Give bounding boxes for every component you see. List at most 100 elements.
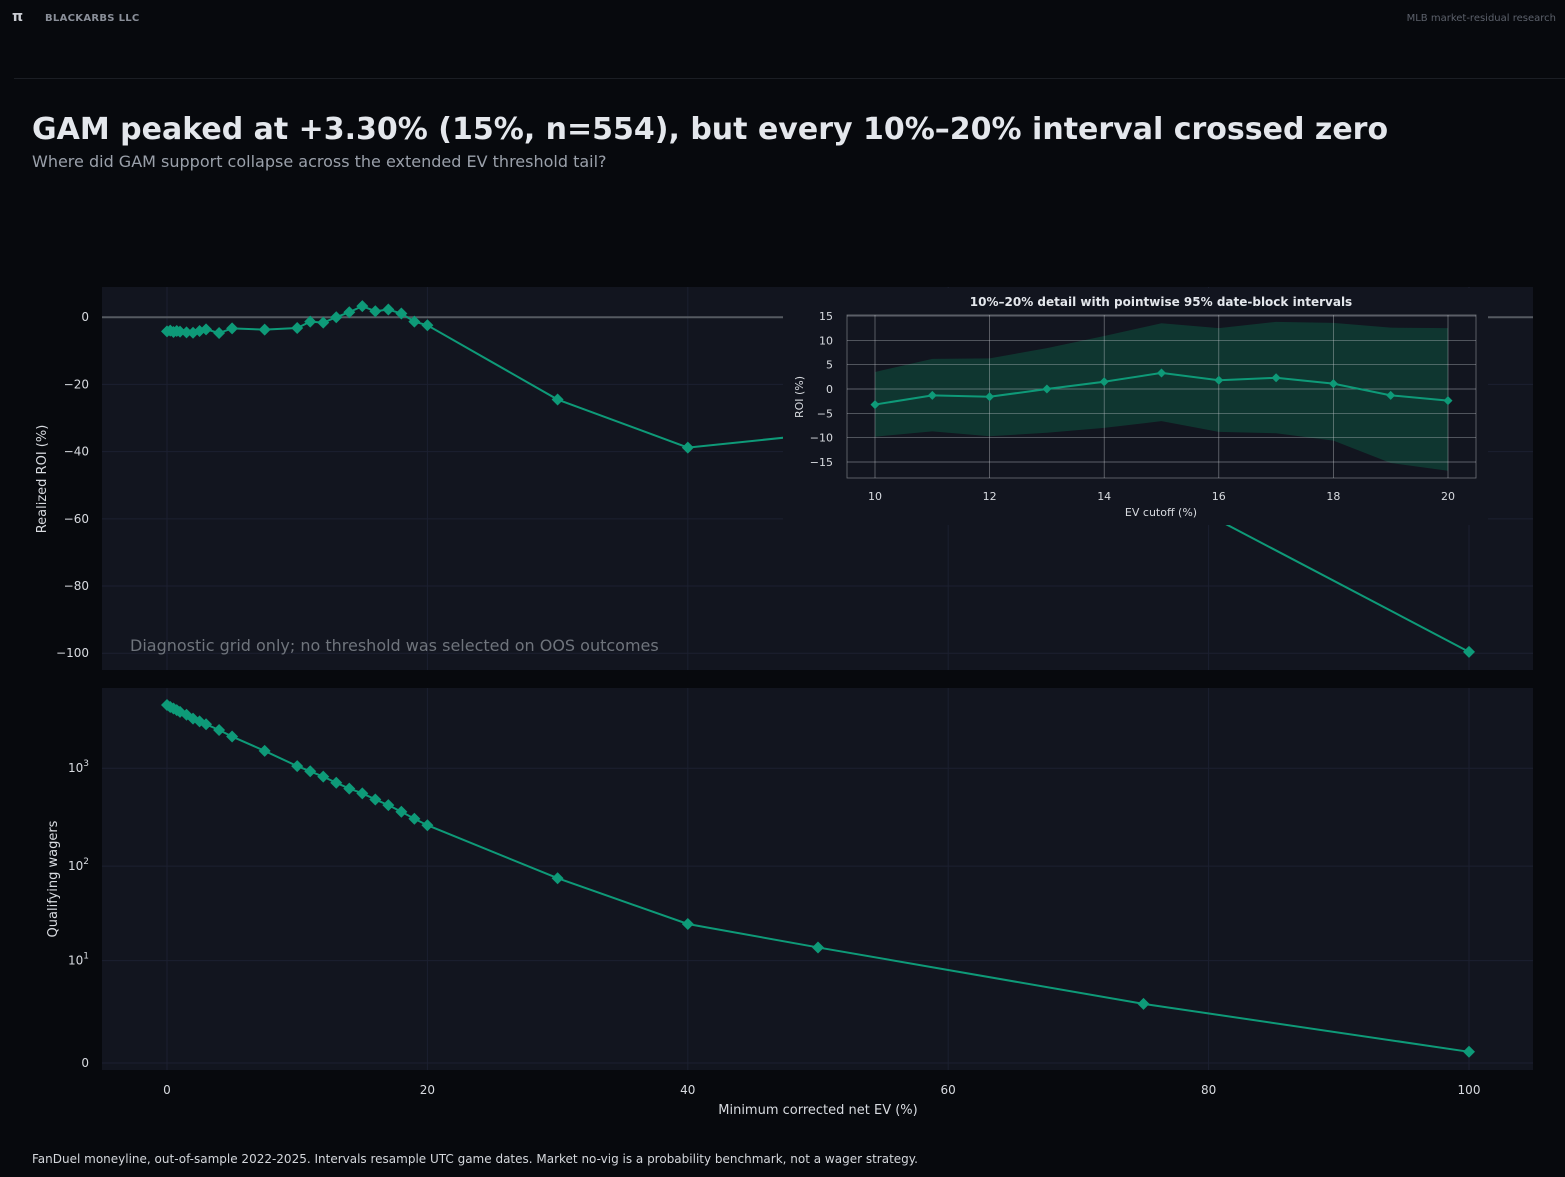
- wagers-series: [161, 699, 1475, 1058]
- roi-marker: [291, 321, 304, 334]
- inset-y-tick-label: 5: [826, 359, 833, 372]
- brand-name: BLACKARBS LLC: [45, 13, 140, 24]
- roi-marker: [421, 319, 434, 332]
- wagers-y-tick-label: 0: [81, 1056, 89, 1070]
- inset-y-axis-label: ROI (%): [793, 376, 806, 418]
- x-tick-label: 0: [163, 1083, 171, 1097]
- wagers-y-tick-label: 103: [68, 759, 89, 775]
- roi-y-tick-labels: 0 −20 −40 −60 −80 −100: [56, 310, 89, 660]
- inset-y-tick-label: −10: [810, 432, 833, 445]
- inset-x-axis-label: EV cutoff (%): [1125, 506, 1197, 519]
- wagers-y-tick-labels: 0 101 102 103: [68, 759, 89, 1070]
- wagers-panel-background: [102, 688, 1533, 1070]
- page-title: GAM peaked at +3.30% (15%, n=554), but e…: [32, 112, 1389, 147]
- header-divider: [14, 78, 1565, 79]
- wagers-panel-grid: [102, 688, 1533, 1070]
- roi-marker: [408, 315, 421, 328]
- inset-ci-band: [875, 321, 1448, 471]
- roi-marker: [258, 323, 271, 336]
- roi-marker: [317, 316, 330, 329]
- inset-roi-marker: [870, 400, 880, 410]
- inset-y-tick-labels: 15 10 5 0 −5 −10 −15: [810, 310, 833, 469]
- inset-x-tick-labels: 10 12 14 16 18 20: [868, 490, 1455, 503]
- inset-roi-marker: [985, 392, 995, 402]
- roi-marker: [382, 303, 395, 316]
- roi-marker: [343, 306, 356, 319]
- roi-marker: [369, 305, 382, 318]
- x-tick-labels: 0 20 40 60 80 100: [163, 1083, 1480, 1097]
- inset-y-tick-label: −5: [817, 407, 833, 420]
- inset-roi-marker: [1271, 373, 1281, 383]
- wagers-marker: [421, 819, 434, 832]
- inset-x-tick-label: 16: [1212, 490, 1226, 503]
- wagers-marker: [213, 723, 226, 736]
- roi-marker: [226, 322, 239, 335]
- inset-roi-marker: [1214, 375, 1224, 385]
- roi-marker: [304, 315, 317, 328]
- roi-marker: [1463, 645, 1475, 658]
- roi-y-tick-label: −60: [64, 512, 89, 526]
- roi-marker: [551, 393, 564, 406]
- roi-marker: [213, 327, 226, 340]
- inset-x-tick-label: 12: [983, 490, 997, 503]
- roi-y-tick-label: −80: [64, 579, 89, 593]
- wagers-marker: [812, 941, 824, 954]
- roi-y-tick-label: 0: [81, 310, 89, 324]
- inset-roi-marker: [1328, 379, 1338, 389]
- roi-marker: [180, 326, 193, 339]
- inset-roi-marker: [1157, 368, 1166, 378]
- x-tick-label: 100: [1458, 1083, 1481, 1097]
- wagers-marker: [369, 793, 382, 806]
- wagers-marker: [317, 770, 330, 783]
- inset-x-tick-label: 10: [868, 490, 882, 503]
- inset-roi-marker: [1443, 396, 1453, 406]
- inset-grid: [847, 315, 1476, 478]
- x-tick-label: 60: [941, 1083, 956, 1097]
- wagers-marker: [291, 760, 304, 773]
- inset-y-tick-label: 15: [819, 310, 833, 323]
- wagers-marker: [551, 872, 564, 885]
- pi-logo-icon: π: [12, 9, 24, 25]
- wagers-marker: [356, 787, 369, 800]
- x-tick-label: 40: [680, 1083, 695, 1097]
- x-tick-label: 20: [420, 1083, 435, 1097]
- inset-roi-series: [870, 368, 1453, 410]
- context-label: MLB market-residual research: [1406, 13, 1556, 24]
- roi-y-axis-label: Realized ROI (%): [35, 425, 50, 534]
- roi-y-tick-label: −100: [56, 646, 89, 660]
- roi-marker: [356, 300, 369, 313]
- roi-y-tick-label: −40: [64, 445, 89, 459]
- roi-marker: [681, 441, 694, 454]
- inset-x-tick-label: 20: [1441, 490, 1455, 503]
- ci-band-area: [875, 321, 1448, 471]
- wagers-marker: [200, 718, 213, 731]
- inset-roi-marker: [1099, 377, 1109, 387]
- footer-note: FanDuel moneyline, out-of-sample 2022-20…: [32, 1152, 918, 1166]
- wagers-marker: [258, 744, 271, 757]
- wagers-marker: [330, 776, 343, 789]
- roi-y-tick-label: −20: [64, 377, 89, 391]
- wagers-y-tick-label: 101: [68, 952, 89, 968]
- inset-x-tick-label: 14: [1097, 490, 1111, 503]
- x-tick-label: 80: [1201, 1083, 1216, 1097]
- inset-y-tick-label: −15: [810, 456, 833, 469]
- inset-title: 10%–20% detail with pointwise 95% date-b…: [970, 295, 1352, 309]
- wagers-marker: [343, 782, 356, 795]
- wagers-marker: [226, 730, 239, 743]
- wagers-marker: [408, 812, 421, 825]
- wagers-marker: [681, 917, 694, 930]
- wagers-marker: [395, 805, 408, 818]
- wagers-marker: [304, 765, 317, 778]
- wagers-marker: [1463, 1045, 1475, 1058]
- wagers-y-axis-label: Qualifying wagers: [46, 820, 61, 937]
- wagers-marker: [382, 799, 395, 812]
- wagers-marker: [1137, 997, 1150, 1010]
- page-subtitle: Where did GAM support collapse across th…: [32, 152, 607, 171]
- inset-y-tick-label: 10: [819, 334, 833, 347]
- inset-y-tick-label: 0: [826, 383, 833, 396]
- inset-roi-marker: [1386, 390, 1396, 400]
- inset-roi-marker: [927, 390, 937, 400]
- x-axis-label: Minimum corrected net EV (%): [718, 1103, 917, 1118]
- top-bar: π BLACKARBS LLC MLB market-residual rese…: [0, 0, 1565, 40]
